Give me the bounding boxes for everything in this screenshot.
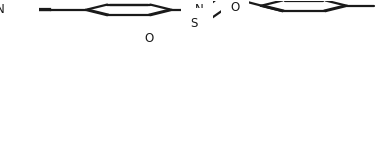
Text: O: O bbox=[230, 1, 239, 14]
Text: N: N bbox=[0, 3, 5, 16]
Text: S: S bbox=[191, 17, 198, 30]
Text: O: O bbox=[145, 32, 154, 45]
Text: N: N bbox=[195, 3, 203, 16]
